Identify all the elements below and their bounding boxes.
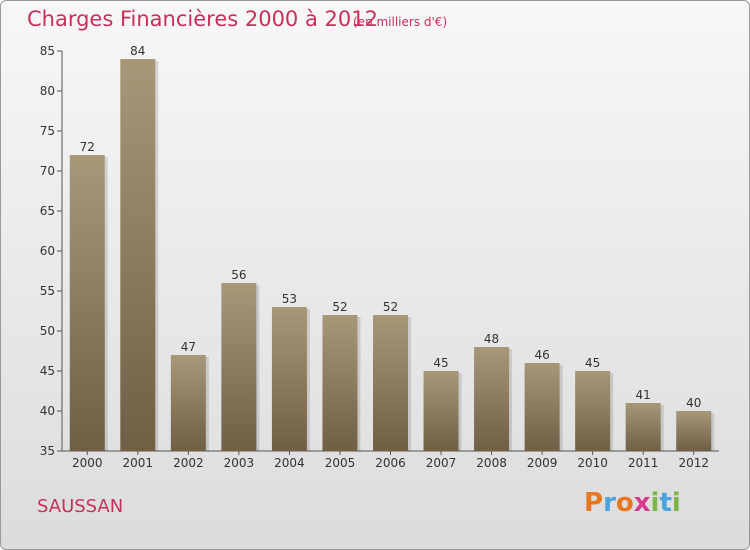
chart-subtitle: (en milliers d'€) [353, 15, 448, 29]
x-tick-label-2010: 2010 [577, 456, 608, 470]
bar-2006 [373, 315, 408, 451]
y-tick-label: 45 [40, 364, 55, 378]
logo-letter: t [659, 488, 672, 518]
value-label-2008: 48 [484, 332, 499, 346]
y-tick-label: 85 [40, 44, 55, 58]
x-tick-label-2012: 2012 [678, 456, 709, 470]
value-label-2007: 45 [433, 356, 448, 370]
bar-2000 [69, 155, 105, 451]
bar-2001 [120, 59, 156, 451]
y-tick-label: 55 [40, 284, 55, 298]
x-tick-label-2001: 2001 [123, 456, 154, 470]
x-tick-label-2008: 2008 [476, 456, 507, 470]
y-tick-label: 65 [40, 204, 55, 218]
x-tick-label-2005: 2005 [325, 456, 356, 470]
chart-title: Charges Financières 2000 à 2012 [27, 7, 378, 31]
value-label-2005: 52 [332, 300, 347, 314]
y-tick-label: 40 [40, 404, 55, 418]
bar-2010 [575, 371, 611, 451]
value-label-2000: 72 [80, 140, 95, 154]
x-tick-label-2003: 2003 [224, 456, 255, 470]
logo-letter: i [650, 488, 660, 518]
logo-letter: o [615, 488, 634, 518]
y-tick-label: 70 [40, 164, 55, 178]
city-name: SAUSSAN [37, 496, 124, 517]
bar-2012 [676, 411, 712, 451]
y-tick-label: 60 [40, 244, 55, 258]
x-tick-label-2007: 2007 [426, 456, 457, 470]
value-label-2011: 41 [636, 388, 651, 402]
y-tick-label: 80 [40, 84, 55, 98]
bar-2003 [221, 283, 257, 451]
bar-2008 [474, 347, 510, 451]
value-label-2002: 47 [181, 340, 196, 354]
bar-2007 [423, 371, 459, 451]
bar-2004 [271, 307, 307, 451]
y-tick-label: 75 [40, 124, 55, 138]
x-tick-label-2009: 2009 [527, 456, 558, 470]
bar-2009 [524, 363, 560, 451]
value-label-2009: 46 [534, 348, 549, 362]
proxiti-logo: Proxiti [584, 488, 681, 518]
y-tick-label: 35 [40, 444, 55, 458]
logo-letter: r [603, 488, 616, 518]
y-tick-label: 50 [40, 324, 55, 338]
x-tick-label-2004: 2004 [274, 456, 305, 470]
value-label-2001: 84 [130, 44, 145, 58]
bar-2011 [625, 403, 661, 451]
value-label-2004: 53 [282, 292, 297, 306]
value-label-2006: 52 [383, 300, 398, 314]
axes: 35 40 45 50 55 60 65 70 75 80 85 2000 2001 2002 2003 20… [40, 44, 719, 470]
value-label-2003: 56 [231, 268, 246, 282]
value-labels: 72 84 47 56 53 52 52 45 48 46 45 41 40 [80, 44, 702, 410]
bars [69, 59, 715, 451]
x-tick-label-2002: 2002 [173, 456, 204, 470]
logo-letter: x [633, 488, 651, 518]
x-tick-label-2011: 2011 [628, 456, 659, 470]
x-tick-label-2006: 2006 [375, 456, 406, 470]
logo-letter: i [671, 488, 681, 518]
bar-2005 [322, 315, 358, 451]
bar-2002 [170, 355, 206, 451]
logo-letter: P [584, 488, 604, 518]
value-label-2010: 45 [585, 356, 600, 370]
value-label-2012: 40 [686, 396, 701, 410]
x-tick-label-2000: 2000 [72, 456, 103, 470]
